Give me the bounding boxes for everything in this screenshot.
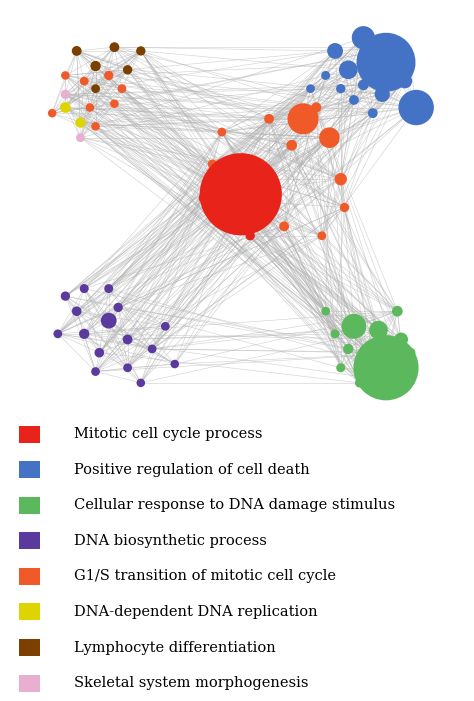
Point — [114, 302, 122, 313]
Point — [199, 193, 207, 204]
Point — [397, 334, 405, 345]
Point — [48, 107, 56, 118]
Point — [118, 83, 126, 94]
FancyBboxPatch shape — [19, 568, 40, 585]
Point — [312, 102, 320, 113]
Point — [356, 377, 364, 388]
Point — [322, 70, 329, 81]
Point — [137, 46, 145, 57]
Point — [92, 83, 100, 94]
Point — [148, 343, 156, 355]
FancyBboxPatch shape — [19, 497, 40, 514]
Point — [77, 117, 84, 128]
Point — [345, 343, 352, 355]
Point — [331, 46, 339, 57]
Point — [218, 126, 226, 137]
Point — [345, 64, 352, 76]
Point — [378, 89, 386, 100]
Point — [105, 70, 112, 81]
Point — [374, 377, 382, 388]
Point — [350, 95, 358, 106]
FancyBboxPatch shape — [19, 426, 40, 443]
Point — [137, 377, 145, 388]
Point — [105, 283, 112, 294]
Point — [322, 306, 329, 317]
Point — [265, 114, 273, 125]
Point — [299, 114, 307, 125]
Point — [209, 158, 216, 170]
Point — [81, 76, 88, 87]
Point — [382, 362, 390, 374]
Point — [407, 347, 414, 358]
Point — [62, 290, 69, 301]
Point — [360, 32, 367, 43]
Text: Lymphocyte differentiation: Lymphocyte differentiation — [74, 641, 276, 655]
Point — [401, 377, 409, 388]
Point — [92, 366, 100, 377]
FancyBboxPatch shape — [19, 674, 40, 691]
Point — [62, 70, 69, 81]
Text: DNA-dependent DNA replication: DNA-dependent DNA replication — [74, 605, 318, 619]
Point — [96, 347, 103, 358]
Point — [326, 132, 333, 143]
Point — [110, 98, 118, 109]
Point — [337, 362, 345, 374]
Point — [393, 306, 401, 317]
Text: Mitotic cell cycle process: Mitotic cell cycle process — [74, 428, 263, 441]
Point — [124, 334, 131, 345]
Point — [86, 102, 94, 113]
Point — [331, 328, 339, 339]
Point — [393, 41, 401, 53]
FancyBboxPatch shape — [19, 639, 40, 656]
Text: Skeletal system morphogenesis: Skeletal system morphogenesis — [74, 676, 309, 690]
Point — [171, 358, 179, 369]
Point — [401, 76, 409, 87]
Point — [280, 221, 288, 232]
Point — [369, 107, 376, 118]
Point — [110, 41, 118, 53]
Point — [124, 362, 131, 374]
Point — [81, 328, 88, 339]
Point — [341, 202, 348, 213]
FancyBboxPatch shape — [19, 533, 40, 550]
Point — [265, 174, 273, 185]
Point — [92, 60, 100, 72]
Point — [54, 328, 62, 339]
Text: Positive regulation of cell death: Positive regulation of cell death — [74, 463, 310, 477]
Point — [81, 283, 88, 294]
Point — [77, 132, 84, 143]
Point — [246, 230, 254, 241]
Point — [337, 83, 345, 94]
FancyBboxPatch shape — [19, 604, 40, 620]
Point — [374, 325, 382, 336]
Point — [92, 121, 100, 132]
Point — [407, 60, 414, 72]
Point — [62, 102, 69, 113]
Point — [162, 320, 169, 332]
Point — [337, 174, 345, 185]
FancyBboxPatch shape — [19, 461, 40, 478]
Point — [307, 83, 314, 94]
Point — [73, 306, 81, 317]
Point — [124, 64, 131, 76]
Point — [288, 139, 295, 151]
Text: G1/S transition of mitotic cell cycle: G1/S transition of mitotic cell cycle — [74, 569, 336, 583]
Text: DNA biosynthetic process: DNA biosynthetic process — [74, 534, 267, 548]
Point — [73, 46, 81, 57]
Point — [105, 315, 112, 326]
Point — [318, 230, 326, 241]
Point — [364, 347, 371, 358]
Point — [412, 102, 420, 113]
Point — [360, 79, 367, 90]
Point — [350, 320, 358, 332]
Point — [382, 57, 390, 68]
Text: Cellular response to DNA damage stimulus: Cellular response to DNA damage stimulus — [74, 498, 395, 512]
Point — [237, 189, 245, 200]
Point — [62, 89, 69, 100]
